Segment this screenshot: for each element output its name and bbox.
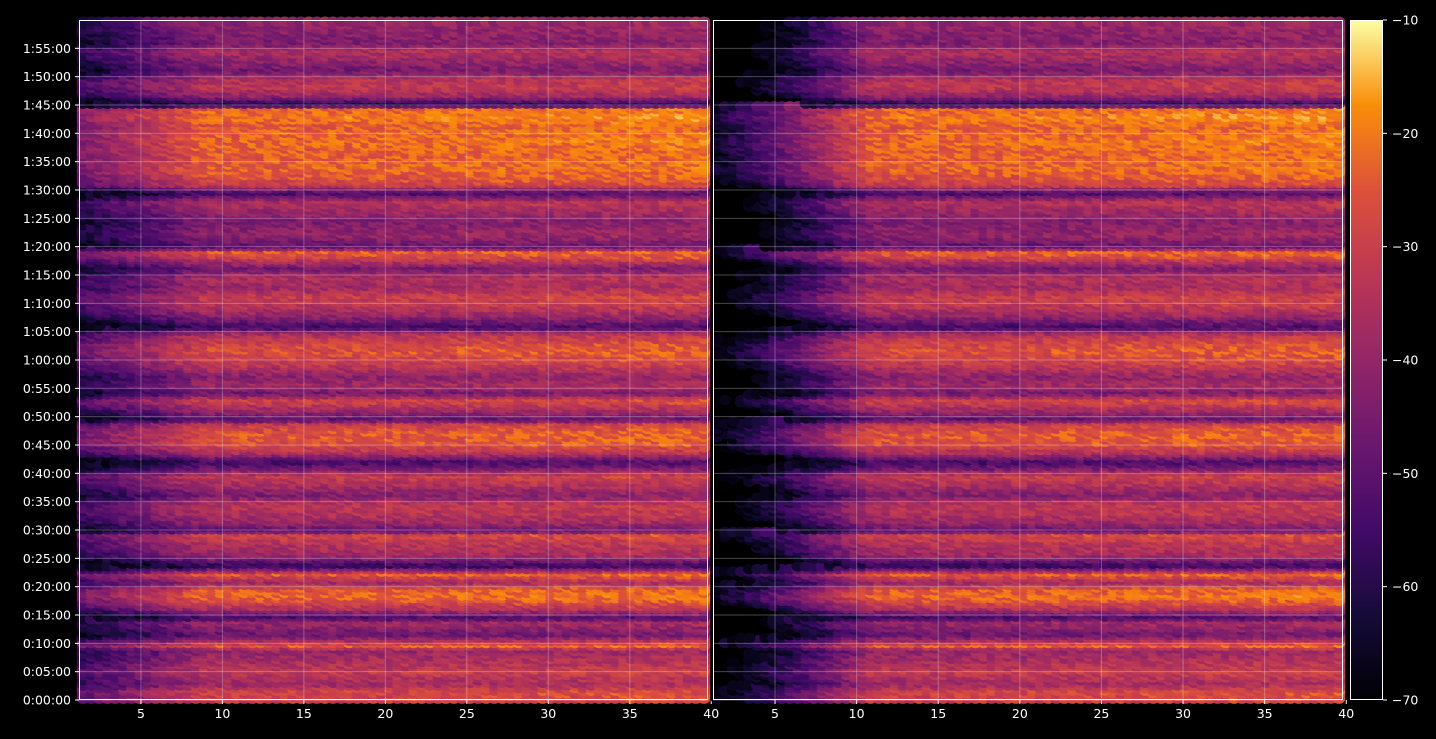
left-panel: 5 10 15 20 25 30 35 40: [77, 17, 720, 722]
